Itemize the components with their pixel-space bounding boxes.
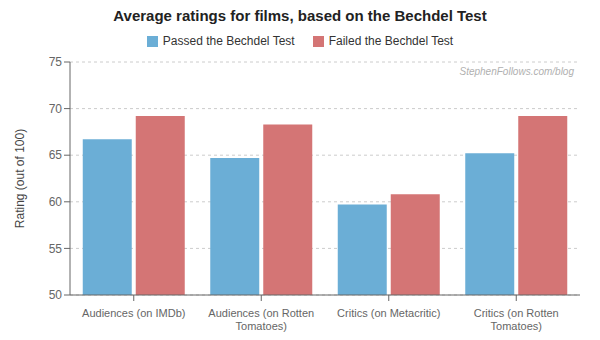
svg-text:Critics (on Metacritic): Critics (on Metacritic)	[337, 307, 440, 319]
svg-text:Critics (on RottenTomatoes): Critics (on RottenTomatoes)	[474, 307, 559, 332]
html-text:Average ratings for films, bas: Average ratings for films, based on the …	[113, 6, 487, 24]
html-text:Passed the Bechdel Test: Passed the Bechdel Test	[162, 34, 295, 48]
html-text:StephenFollows.com/blog: StephenFollows.com/blog	[459, 66, 574, 77]
svg-text:Rating (out of 100): Rating (out of 100)	[13, 129, 27, 228]
svg-text:75: 75	[49, 55, 63, 69]
html-text:Failed the Bechdel Test: Failed the Bechdel Test	[328, 34, 454, 48]
svg-text:65: 65	[49, 148, 63, 162]
svg-text:70: 70	[49, 102, 63, 116]
svg-text:55: 55	[49, 242, 63, 256]
svg-text:Audiences (on IMDb): Audiences (on IMDb)	[82, 307, 185, 319]
svg-text:Audiences (on RottenTomatoes): Audiences (on RottenTomatoes)	[208, 307, 314, 332]
svg-text:50: 50	[49, 288, 63, 302]
svg-text:60: 60	[49, 195, 63, 209]
